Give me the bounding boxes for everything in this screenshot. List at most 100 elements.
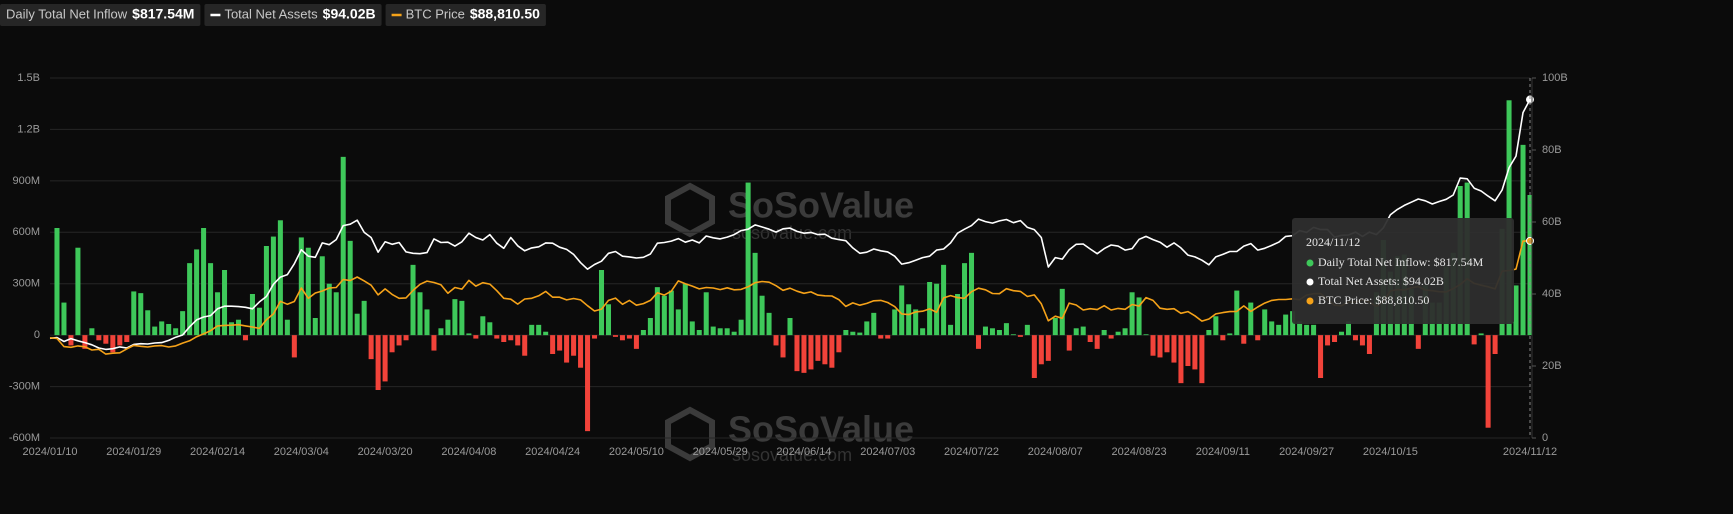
bar (1171, 335, 1177, 363)
bar (773, 335, 779, 346)
bar (487, 322, 493, 336)
bar (1290, 311, 1296, 336)
x-tick-label: 2024/03/04 (274, 446, 329, 458)
bar (1338, 331, 1345, 336)
bar (585, 335, 591, 432)
bar (131, 291, 137, 336)
bar (424, 309, 430, 336)
bar (1038, 335, 1044, 365)
bar (501, 335, 507, 342)
tooltip-dot (1306, 259, 1314, 267)
watermark-bottom: SoSoValue sosovalue.com (665, 406, 914, 465)
bar (675, 309, 681, 336)
bar (103, 335, 109, 344)
legend-value: $88,810.50 (470, 6, 540, 22)
bar (347, 240, 353, 336)
bar (745, 182, 751, 336)
bar (235, 319, 242, 336)
bar (605, 304, 612, 336)
bar (215, 292, 221, 336)
bar (340, 156, 346, 336)
bar (1059, 288, 1065, 336)
bar (1087, 335, 1093, 342)
bar (1325, 335, 1331, 346)
bar (640, 330, 646, 336)
bar (452, 299, 458, 336)
legend-name: Total Net Assets (224, 6, 318, 21)
bar (1513, 285, 1519, 336)
bar (536, 324, 542, 336)
bar (1129, 292, 1135, 336)
x-tick-label: 2024/08/23 (1112, 446, 1167, 458)
bar (731, 331, 737, 336)
bar (759, 295, 765, 336)
bar (1415, 335, 1421, 349)
bar (124, 335, 130, 342)
bar (982, 326, 988, 336)
x-tick-label: 2024/04/24 (525, 446, 580, 458)
bar (815, 335, 821, 361)
bar (187, 263, 193, 336)
x-tick-label: 2024/09/27 (1279, 446, 1334, 458)
line (49, 99, 1531, 351)
bar (1178, 335, 1184, 384)
bar (571, 335, 577, 356)
x-tick-label: 2024/02/14 (190, 446, 245, 458)
bar (138, 293, 144, 336)
x-tick-label: 2024/08/07 (1028, 446, 1083, 458)
watermark-logo (665, 182, 715, 238)
bar (1136, 297, 1142, 336)
bar (843, 330, 849, 336)
bar (899, 285, 905, 336)
bar (1241, 335, 1247, 344)
bar (689, 321, 695, 336)
x-tick-label: 2024/03/20 (358, 446, 413, 458)
bar (1101, 330, 1107, 336)
bar (598, 270, 605, 336)
tooltip-line: Total Net Assets: $94.02B (1318, 274, 1444, 288)
bar (431, 335, 437, 351)
bar (619, 335, 625, 341)
bar (54, 228, 60, 336)
bar (1115, 331, 1121, 336)
bar (1283, 314, 1289, 336)
legend-box (385, 4, 546, 26)
bar (808, 335, 814, 370)
tooltip-line: BTC Price: $88,810.50 (1318, 293, 1429, 307)
x-tick-label: 2024/04/08 (441, 446, 496, 458)
y2-tick-label: 60B (1542, 216, 1562, 228)
x-tick-label: 2024/01/10 (22, 446, 77, 458)
y-tick-label: -600M (9, 432, 40, 444)
bar (557, 335, 563, 351)
bar (822, 335, 828, 365)
bar (1332, 335, 1338, 342)
bar (878, 335, 884, 339)
bar (1248, 302, 1254, 336)
bar (522, 335, 528, 356)
bar (1080, 326, 1086, 336)
y2-tick-label: 100B (1542, 72, 1568, 84)
bar (354, 313, 360, 336)
bar (703, 292, 709, 336)
bar (543, 331, 549, 336)
bar (201, 228, 207, 336)
axes: -600M -300M 0 300M 600M 900M 1.2B 1.5B 0 20B 40B 60… (9, 72, 1568, 458)
bar (242, 335, 248, 341)
bar (96, 335, 102, 341)
legend-box (204, 4, 382, 26)
bar (1359, 335, 1365, 346)
tooltip-box (1292, 218, 1514, 324)
bar (1213, 316, 1219, 336)
bar (1366, 335, 1372, 354)
x-tick-label: 2024/10/15 (1363, 446, 1418, 458)
y-tick-label: 900M (12, 175, 40, 187)
bar (263, 246, 269, 336)
bar (1185, 335, 1191, 366)
bar (1157, 335, 1163, 358)
bar (319, 256, 325, 336)
bar (738, 319, 744, 336)
bar (1066, 335, 1072, 351)
bar (180, 311, 186, 336)
bar (1506, 100, 1512, 336)
